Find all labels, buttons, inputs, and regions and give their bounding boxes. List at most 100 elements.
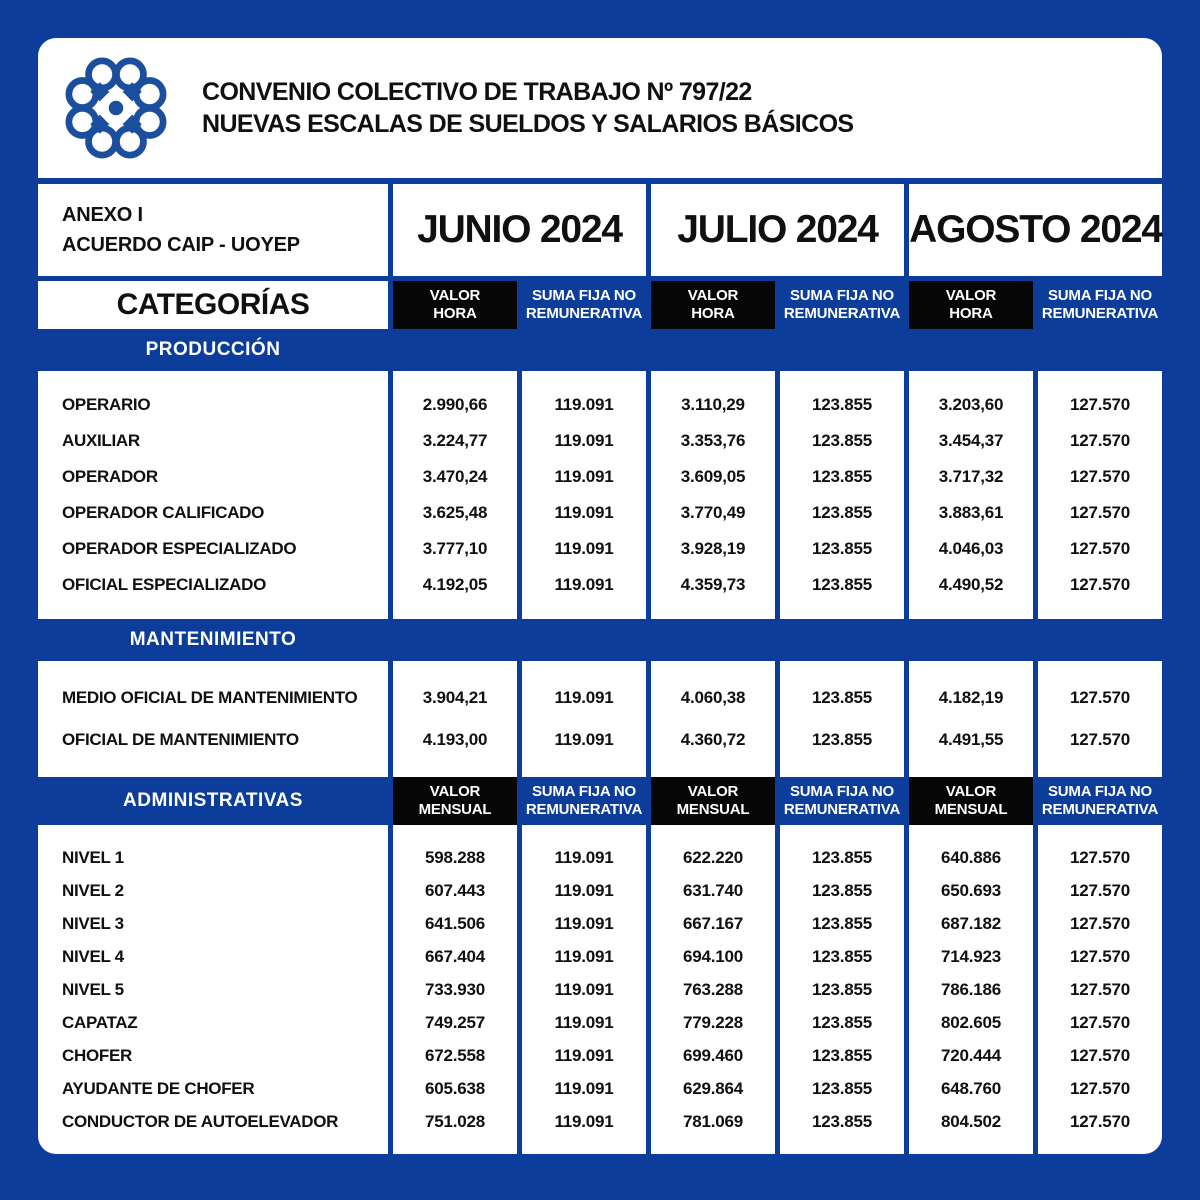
value-cell: 127.570	[1069, 575, 1131, 594]
title-panel: CONVENIO COLECTIVO DE TRABAJO Nº 797/22 …	[38, 38, 1162, 178]
value-cell: 123.855	[811, 730, 873, 749]
month-header-agosto: AGOSTO 2024	[909, 184, 1163, 276]
value-cell: 3.110,29	[681, 395, 745, 414]
value-cell: 119.091	[554, 575, 614, 594]
value-cell: 123.855	[811, 1012, 873, 1032]
value-cell: 119.091	[554, 913, 614, 933]
value-cell: 3.883,61	[938, 503, 1004, 522]
value-cell: 3.224,77	[422, 431, 488, 450]
value-cell: 650.693	[940, 880, 1002, 900]
col-header-suma-fija-julio: SUMA FIJA NO REMUNERATIVA	[783, 287, 901, 322]
column-suma-fija-junio: 119.091 119.091	[522, 661, 646, 777]
value-cell: 4.359,73	[680, 575, 746, 594]
column-suma-fija-agosto: 127.570 127.570	[1038, 661, 1162, 777]
row-label: MEDIO OFICIAL DE MANTENIMIENTO	[62, 688, 358, 707]
value-cell: 123.855	[811, 1045, 873, 1065]
title-line-2: NUEVAS ESCALAS DE SUELDOS Y SALARIOS BÁS…	[202, 110, 854, 138]
value-cell: 127.570	[1069, 730, 1131, 749]
value-cell: 123.855	[811, 539, 873, 558]
value-cell: 4.192,05	[422, 575, 488, 594]
value-cell: 123.855	[811, 575, 873, 594]
value-cell: 779.228	[682, 1012, 744, 1032]
value-cell: 3.777,10	[422, 539, 488, 558]
column-suma-fija-julio: 123.855 123.855 123.855 123.855 123.855 …	[780, 825, 904, 1154]
row-label: NIVEL 5	[62, 979, 124, 999]
value-cell: 127.570	[1069, 1012, 1131, 1032]
month-header-row: ANEXO I ACUERDO CAIP - UOYEP JUNIO 2024 …	[38, 184, 1163, 276]
value-cell: 119.091	[554, 1045, 614, 1065]
value-cell: 119.091	[554, 395, 614, 414]
row-label: CAPATAZ	[62, 1012, 138, 1032]
value-cell: 598.288	[424, 847, 486, 867]
value-cell: 119.091	[554, 1078, 614, 1098]
value-cell: 119.091	[554, 730, 614, 749]
column-categories: MEDIO OFICIAL DE MANTENIMIENTO OFICIAL D…	[38, 661, 388, 777]
value-cell: 733.930	[424, 979, 486, 999]
column-valor-hora-julio: 3.110,29 3.353,76 3.609,05 3.770,49 3.92…	[651, 371, 775, 619]
value-cell: 123.855	[811, 467, 873, 486]
value-cell: 763.288	[682, 979, 744, 999]
value-cell: 648.760	[940, 1078, 1002, 1098]
value-cell: 4.491,55	[938, 730, 1004, 749]
value-cell: 127.570	[1069, 979, 1131, 999]
column-subheader-row: CATEGORÍAS VALOR HORA SUMA FIJA NO REMUN…	[38, 281, 1162, 329]
table-section-administrativas: NIVEL 1 NIVEL 2 NIVEL 3 NIVEL 4 NIVEL 5 …	[38, 825, 1162, 1154]
anexo-line-2: ACUERDO CAIP - UOYEP	[62, 234, 300, 256]
value-cell: 714.923	[940, 946, 1002, 966]
value-cell: 667.167	[682, 913, 744, 933]
anexo-line-1: ANEXO I	[62, 204, 143, 226]
row-label: OPERARIO	[62, 395, 151, 414]
col-header-suma-fija-agosto: SUMA FIJA NO REMUNERATIVA	[1041, 287, 1159, 322]
value-cell: 699.460	[682, 1045, 744, 1065]
value-cell: 127.570	[1069, 539, 1131, 558]
row-label: OFICIAL DE MANTENIMIENTO	[62, 730, 299, 749]
month-header-junio: JUNIO 2024	[393, 184, 646, 276]
section-band-produccion: PRODUCCIÓN	[38, 329, 1162, 371]
value-cell: 123.855	[811, 1078, 873, 1098]
row-label: OFICIAL ESPECIALIZADO	[62, 575, 267, 594]
value-cell: 751.028	[424, 1111, 486, 1131]
value-cell: 4.060,38	[680, 688, 746, 707]
value-cell: 3.609,05	[680, 467, 746, 486]
caip-rings-logo-icon	[65, 57, 167, 159]
value-cell: 804.502	[940, 1111, 1002, 1131]
value-cell: 3.353,76	[680, 431, 746, 450]
value-cell: 2.990,66	[422, 395, 488, 414]
value-cell: 119.091	[554, 688, 614, 707]
section-title-administrativas: ADMINISTRATIVAS	[123, 790, 303, 811]
column-suma-fija-agosto: 127.570 127.570 127.570 127.570 127.570 …	[1038, 371, 1162, 619]
col-header-valor-mensual-julio: VALOR MENSUAL	[651, 777, 775, 825]
value-cell: 4.360,72	[680, 730, 746, 749]
value-cell: 123.855	[811, 395, 873, 414]
column-valor-hora-julio: 4.060,38 4.360,72	[651, 661, 775, 777]
document-title: CONVENIO COLECTIVO DE TRABAJO Nº 797/22 …	[202, 76, 854, 141]
value-cell: 631.740	[682, 880, 744, 900]
value-cell: 672.558	[424, 1045, 486, 1065]
value-cell: 127.570	[1069, 913, 1131, 933]
column-suma-fija-junio: 119.091 119.091 119.091 119.091 119.091 …	[522, 371, 646, 619]
column-valor-hora-junio: 3.904,21 4.193,00	[393, 661, 517, 777]
value-cell: 781.069	[682, 1111, 744, 1131]
col-header-valor-hora-agosto: VALOR HORA	[909, 281, 1033, 329]
value-cell: 629.864	[682, 1078, 744, 1098]
value-cell: 802.605	[940, 1012, 1002, 1032]
column-valor-mensual-julio: 622.220 631.740 667.167 694.100 763.288 …	[651, 825, 775, 1154]
value-cell: 3.625,48	[422, 503, 488, 522]
value-cell: 123.855	[811, 913, 873, 933]
col-header-suma-fija-julio: SUMA FIJA NO REMUNERATIVA	[783, 783, 901, 818]
value-cell: 127.570	[1069, 880, 1131, 900]
value-cell: 119.091	[554, 431, 614, 450]
col-header-valor-mensual-agosto: VALOR MENSUAL	[909, 777, 1033, 825]
value-cell: 119.091	[554, 847, 614, 867]
value-cell: 127.570	[1069, 847, 1131, 867]
value-cell: 127.570	[1069, 431, 1131, 450]
column-valor-mensual-agosto: 640.886 650.693 687.182 714.923 786.186 …	[909, 825, 1033, 1154]
value-cell: 127.570	[1069, 1078, 1131, 1098]
value-cell: 123.855	[811, 880, 873, 900]
value-cell: 607.443	[424, 880, 486, 900]
col-header-valor-hora-julio: VALOR HORA	[651, 281, 775, 329]
row-label: OPERADOR	[62, 467, 158, 486]
value-cell: 4.490,52	[938, 575, 1004, 594]
column-suma-fija-julio: 123.855 123.855	[780, 661, 904, 777]
